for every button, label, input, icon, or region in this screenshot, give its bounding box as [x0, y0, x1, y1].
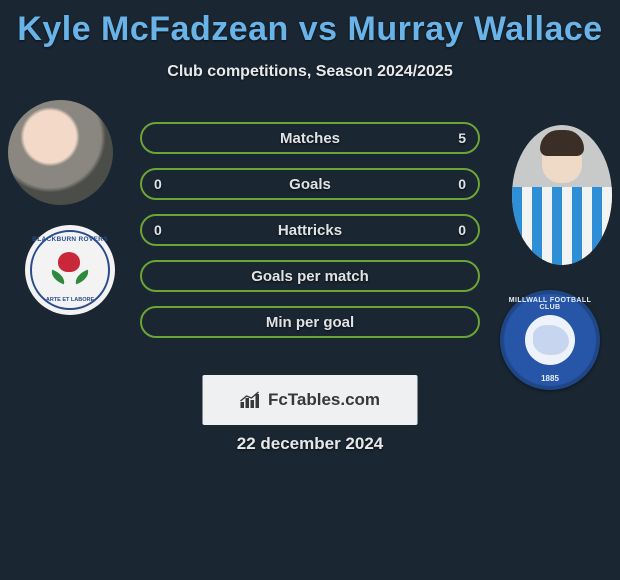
stat-label: Min per goal [266, 314, 354, 331]
snapshot-date: 22 december 2024 [0, 434, 620, 454]
bar-chart-icon [240, 391, 260, 409]
stat-value-right: 0 [458, 176, 466, 192]
stat-row: 0 Goals 0 [140, 168, 480, 200]
club-crest-right: MILLWALL FOOTBALL CLUB 1885 [500, 290, 600, 390]
stat-value-right: 0 [458, 222, 466, 238]
stat-label: Goals [289, 176, 331, 193]
stat-value-left: 0 [154, 222, 162, 238]
club-crest-left-motto: ARTE ET LABORE [32, 297, 108, 303]
club-crest-right-year: 1885 [500, 374, 600, 383]
player-right-jersey [512, 187, 612, 265]
stat-label: Hattricks [278, 222, 342, 239]
stat-row: 0 Hattricks 0 [140, 214, 480, 246]
club-crest-right-name: MILLWALL FOOTBALL CLUB [500, 297, 600, 311]
comparison-title: Kyle McFadzean vs Murray Wallace [0, 0, 620, 49]
player-left-photo [8, 100, 113, 205]
stat-label: Matches [280, 130, 340, 147]
stat-row: Goals per match [140, 260, 480, 292]
source-attribution: FcTables.com [203, 375, 418, 425]
lion-icon [525, 315, 575, 365]
stat-rows-container: Matches 5 0 Goals 0 0 Hattricks 0 Goals per matc… [140, 122, 480, 352]
club-crest-left: BLACKBURN ROVERS ARTE ET LABORE [25, 225, 115, 315]
stat-row: Matches 5 [140, 122, 480, 154]
club-crest-left-name: BLACKBURN ROVERS [32, 236, 108, 243]
comparison-subtitle: Club competitions, Season 2024/2025 [0, 63, 620, 81]
stat-value-right: 5 [458, 130, 466, 146]
stat-value-left: 0 [154, 176, 162, 192]
stat-row: Min per goal [140, 306, 480, 338]
player-right-photo [512, 125, 612, 265]
rose-icon [52, 252, 88, 288]
stat-label: Goals per match [251, 268, 369, 285]
source-text: FcTables.com [268, 390, 380, 410]
